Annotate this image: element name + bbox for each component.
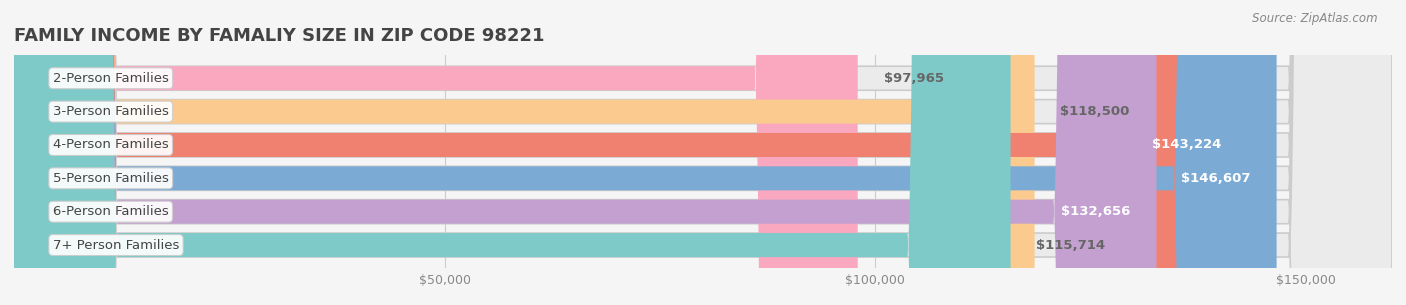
Text: 2-Person Families: 2-Person Families bbox=[53, 72, 169, 85]
FancyBboxPatch shape bbox=[14, 0, 1392, 305]
FancyBboxPatch shape bbox=[14, 0, 1277, 305]
Text: FAMILY INCOME BY FAMALIY SIZE IN ZIP CODE 98221: FAMILY INCOME BY FAMALIY SIZE IN ZIP COD… bbox=[14, 27, 544, 45]
Text: 3-Person Families: 3-Person Families bbox=[53, 105, 169, 118]
FancyBboxPatch shape bbox=[14, 0, 1392, 305]
Text: 6-Person Families: 6-Person Families bbox=[53, 205, 169, 218]
FancyBboxPatch shape bbox=[14, 0, 1392, 305]
FancyBboxPatch shape bbox=[14, 0, 1035, 305]
Text: $115,714: $115,714 bbox=[1036, 239, 1105, 252]
Text: $143,224: $143,224 bbox=[1153, 138, 1222, 152]
Text: $132,656: $132,656 bbox=[1062, 205, 1130, 218]
Text: $97,965: $97,965 bbox=[883, 72, 943, 85]
FancyBboxPatch shape bbox=[14, 0, 1247, 305]
Text: 4-Person Families: 4-Person Families bbox=[53, 138, 169, 152]
FancyBboxPatch shape bbox=[14, 0, 1392, 305]
FancyBboxPatch shape bbox=[14, 0, 858, 305]
Text: $146,607: $146,607 bbox=[1181, 172, 1251, 185]
Text: $118,500: $118,500 bbox=[1060, 105, 1130, 118]
FancyBboxPatch shape bbox=[14, 0, 1011, 305]
FancyBboxPatch shape bbox=[14, 0, 1392, 305]
Text: 5-Person Families: 5-Person Families bbox=[53, 172, 169, 185]
FancyBboxPatch shape bbox=[14, 0, 1392, 305]
FancyBboxPatch shape bbox=[14, 0, 1157, 305]
Text: Source: ZipAtlas.com: Source: ZipAtlas.com bbox=[1253, 12, 1378, 25]
Text: 7+ Person Families: 7+ Person Families bbox=[53, 239, 179, 252]
